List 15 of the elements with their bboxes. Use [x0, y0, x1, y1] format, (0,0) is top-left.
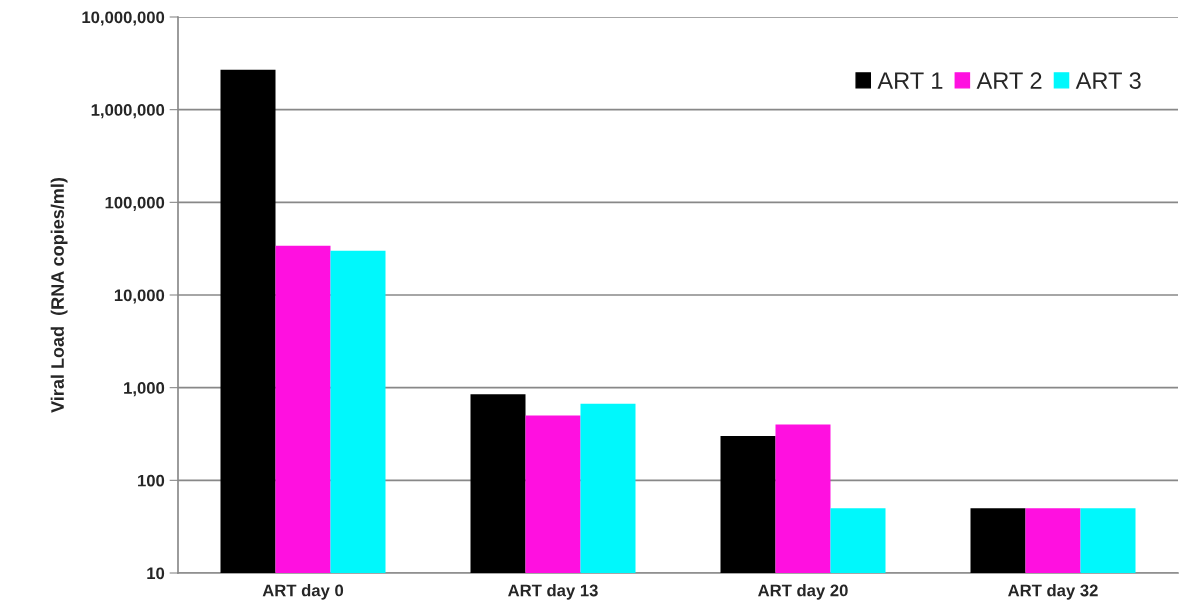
y-tick-label: 100 — [138, 474, 165, 487]
y-tick-label: 10,000 — [114, 289, 165, 304]
y-tick-label: 1,000 — [124, 382, 165, 397]
x-tick-label: ART day 32 — [1008, 584, 1098, 600]
legend-label: ART 3 — [1075, 72, 1141, 89]
y-axis-title: Viral Load (RNA copies/ml) — [50, 178, 68, 413]
x-tick-label: ART day 13 — [508, 584, 598, 600]
y-tick-label: 10,000,000 — [82, 11, 165, 26]
x-tick-label: ART day 0 — [262, 584, 344, 600]
y-tick-label: 10 — [147, 567, 165, 580]
y-tick-label: 100,000 — [105, 196, 165, 211]
y-tick-label: 1,000,000 — [91, 104, 165, 119]
legend-label: ART 1 — [877, 72, 943, 89]
x-tick-label: ART day 20 — [758, 584, 848, 600]
legend-label: ART 2 — [976, 72, 1042, 89]
